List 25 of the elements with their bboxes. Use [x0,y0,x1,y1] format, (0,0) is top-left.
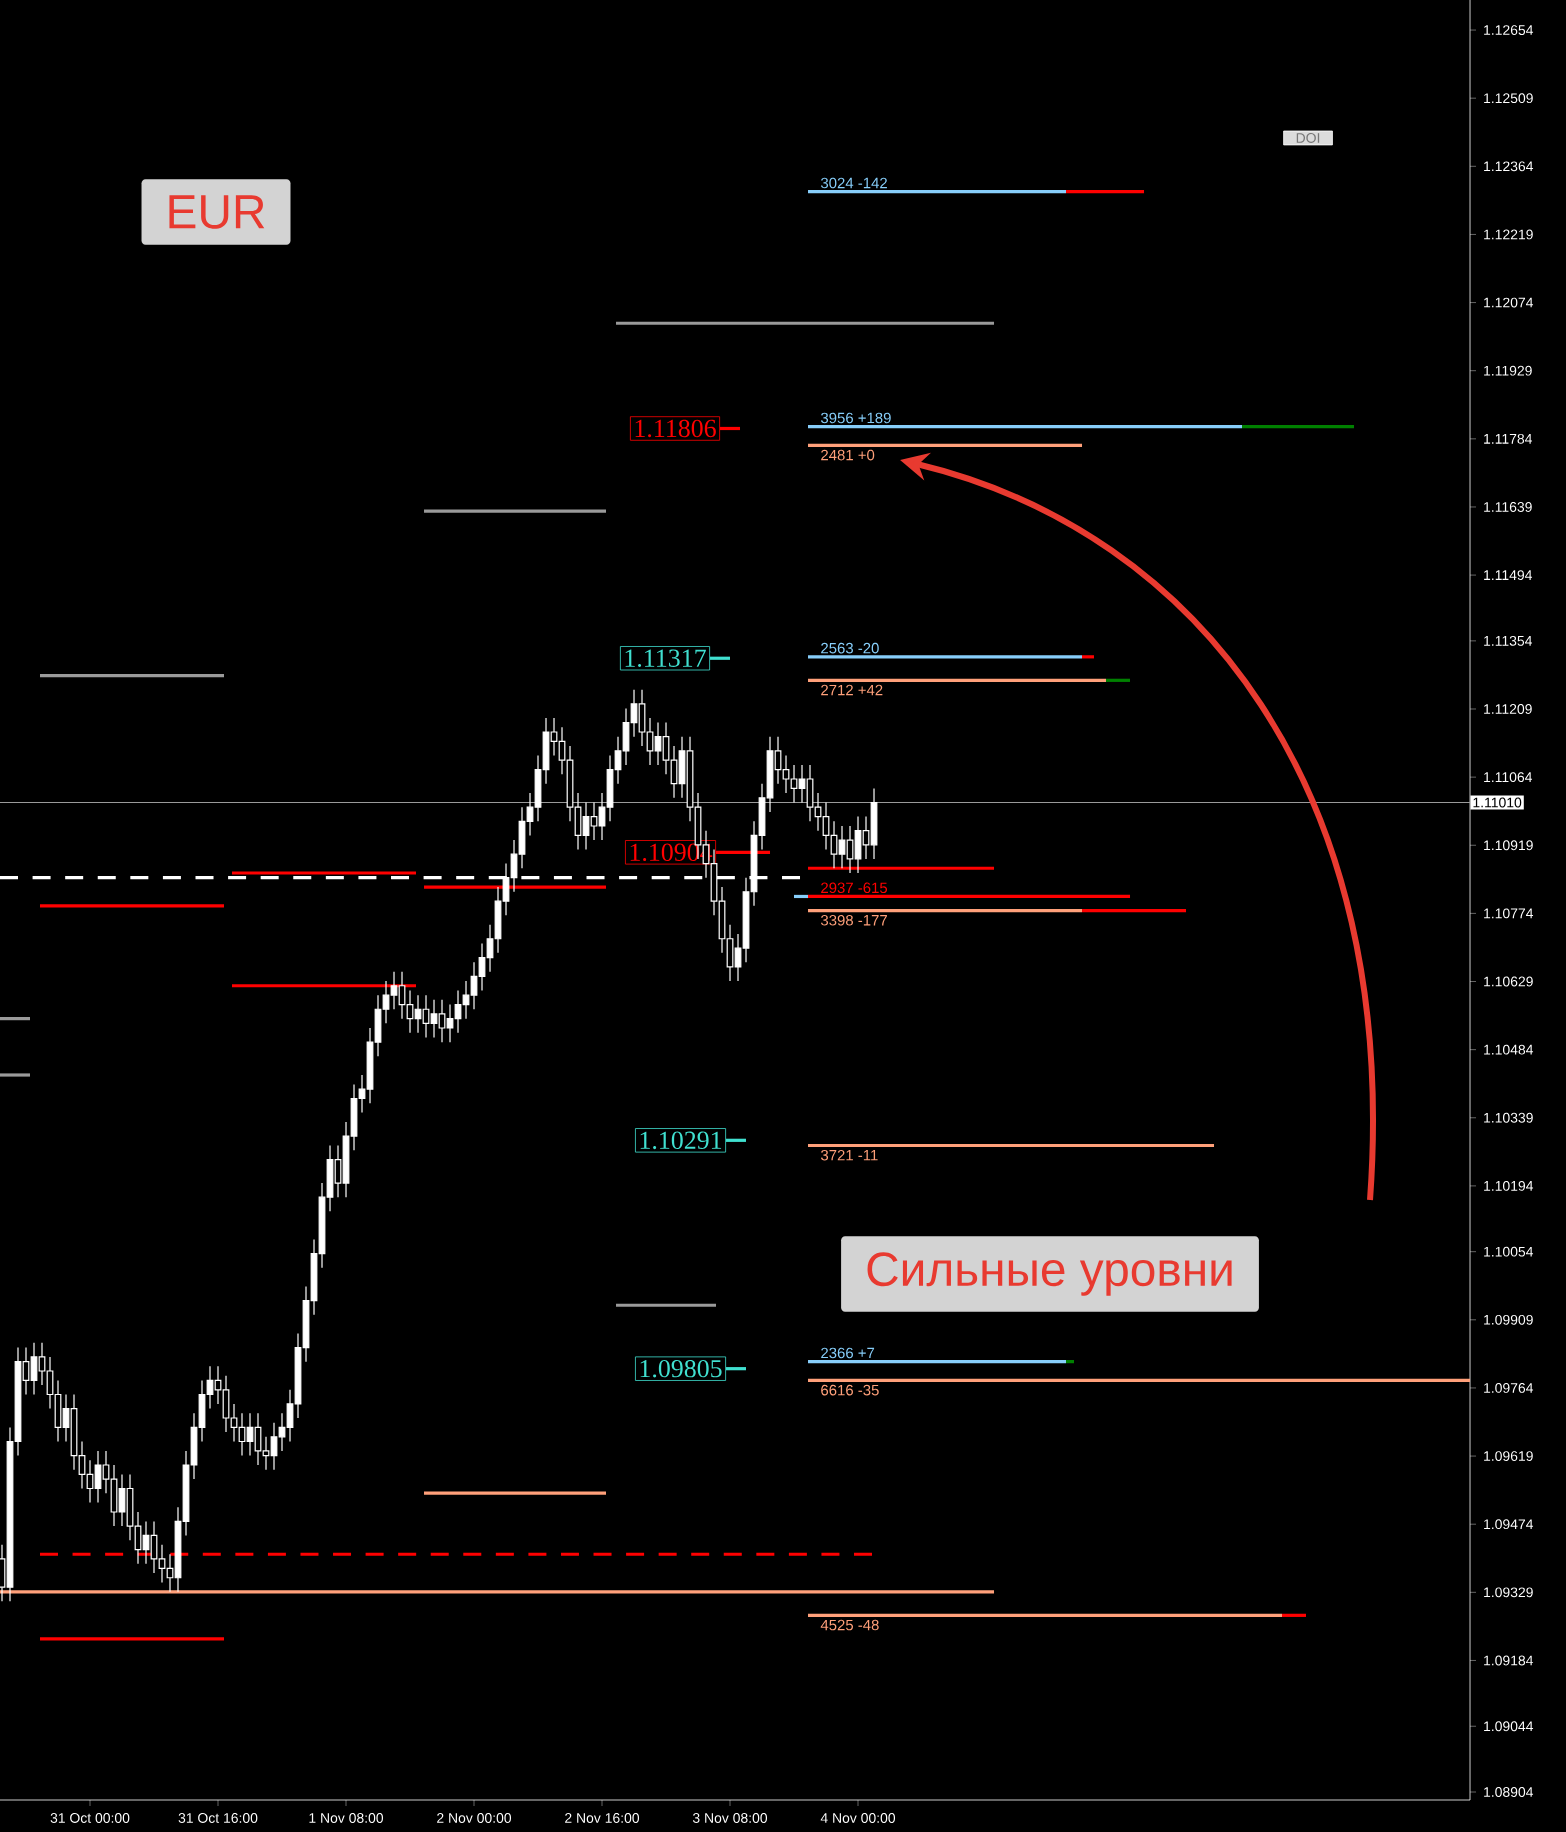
data-label: 1.11806 [635,419,716,438]
candlestick [638,689,646,747]
candlestick [222,1375,230,1433]
candlestick [118,1473,126,1527]
candlestick [790,764,798,804]
candlestick [150,1520,158,1574]
candlestick [798,764,806,804]
data-label: 1.09805 [640,1359,722,1378]
candlestick [446,1003,454,1043]
candlestick [806,764,814,822]
annotation: EUR [169,195,265,229]
candlestick [590,801,598,841]
candlestick [854,815,862,874]
candlestick [462,980,470,1020]
data-label: 1.10291 [640,1131,722,1150]
data-label: 1.11317 [625,649,706,668]
candlestick [846,825,854,874]
candlestick [838,825,846,869]
candlestick [438,999,446,1043]
candlestick [782,754,790,794]
candlestick [110,1464,118,1527]
candlestick [390,971,398,1010]
annotation: Сильные уровни [867,1252,1232,1296]
candlestick [254,1412,262,1466]
candlestick [430,999,438,1039]
